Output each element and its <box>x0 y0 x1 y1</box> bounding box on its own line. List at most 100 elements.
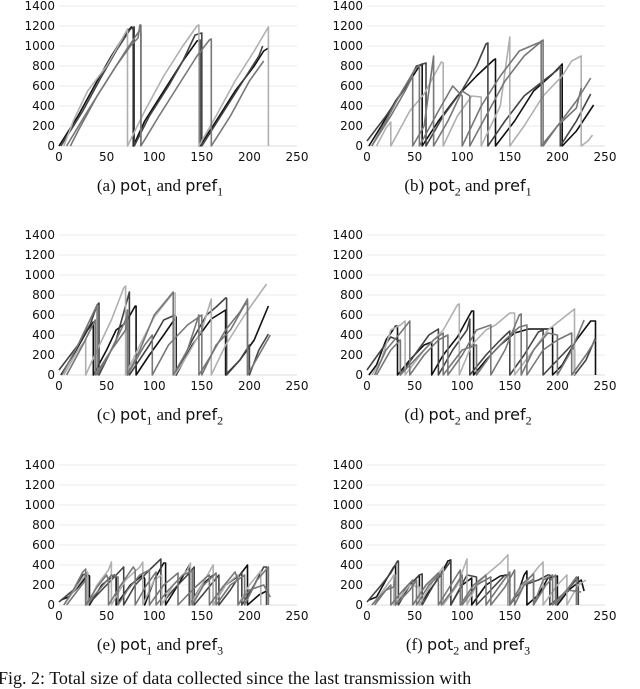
x-tick-label: 50 <box>99 609 114 623</box>
plot-canvas: 0 200 400 600 800 1000 1200 1400 0 50 100 150 200 250 <box>332 459 617 623</box>
y-tick-label: 800 <box>32 59 55 73</box>
y-tick-label: 800 <box>32 518 55 532</box>
plot-canvas: 0 200 400 600 800 1000 1200 1400 0 50 100 150 200 250 <box>332 0 617 164</box>
y-tick-label: 400 <box>32 328 55 342</box>
series-line <box>375 324 597 376</box>
y-tick-label: 800 <box>340 59 363 73</box>
y-tick-label: 0 <box>47 598 55 612</box>
subplot-b: 0 200 400 600 800 1000 1200 1400 0 50 100 150 200 250… <box>308 0 628 225</box>
x-tick-label: 0 <box>363 150 371 164</box>
y-tick-label: 400 <box>340 558 363 572</box>
x-tick-label: 250 <box>286 609 309 623</box>
series-line <box>69 24 142 147</box>
y-tick-label: 1400 <box>24 459 55 472</box>
subplot-d: 0 200 400 600 800 1000 1200 1400 0 50 100 150 200 250… <box>308 229 628 454</box>
figure-caption: Fig. 2: Total size of data collected sin… <box>0 668 472 688</box>
x-tick-label: 50 <box>99 379 114 393</box>
subplot-c: 0 200 400 600 800 1000 1200 1400 0 50 100 150 200 250… <box>0 229 320 454</box>
x-tick-label: 100 <box>451 609 474 623</box>
x-tick-label: 50 <box>407 609 422 623</box>
y-tick-label: 400 <box>340 99 363 113</box>
y-tick-label: 1000 <box>332 39 363 53</box>
y-tick-label: 1200 <box>24 478 55 492</box>
y-tick-label: 0 <box>47 368 55 382</box>
y-tick-label: 0 <box>355 368 363 382</box>
y-tick-label: 400 <box>32 558 55 572</box>
y-tick-label: 1200 <box>332 19 363 33</box>
y-tick-label: 600 <box>340 79 363 93</box>
series-line <box>60 305 270 376</box>
series-line <box>58 558 268 606</box>
y-tick-label: 400 <box>32 99 55 113</box>
x-tick-label: 50 <box>99 150 114 164</box>
series-line <box>63 24 270 147</box>
series-line <box>371 40 582 147</box>
y-tick-label: 1400 <box>332 0 363 13</box>
y-tick-label: 600 <box>340 308 363 322</box>
series-line <box>63 566 270 606</box>
x-tick-label: 200 <box>238 379 261 393</box>
subplot-caption: (a) pot1 and pref1 <box>96 176 224 199</box>
x-tick-label: 200 <box>238 609 261 623</box>
y-tick-label: 800 <box>340 518 363 532</box>
x-tick-label: 250 <box>286 379 309 393</box>
plot-canvas: 0 200 400 600 800 1000 1200 1400 0 50 100 150 200 250 <box>332 229 616 393</box>
y-tick-label: 1000 <box>24 498 55 512</box>
x-tick-label: 0 <box>55 150 63 164</box>
x-tick-label: 250 <box>594 609 617 623</box>
series-line <box>375 36 594 147</box>
subplot-caption: (b) pot2 and pref1 <box>404 176 532 199</box>
x-tick-label: 250 <box>594 150 617 164</box>
y-tick-label: 600 <box>32 308 55 322</box>
y-tick-label: 200 <box>340 578 363 592</box>
y-tick-label: 600 <box>32 79 55 93</box>
series-line <box>371 569 578 606</box>
y-tick-label: 0 <box>47 139 55 153</box>
y-tick-label: 200 <box>32 348 55 362</box>
y-tick-label: 600 <box>340 538 363 552</box>
y-tick-label: 1400 <box>24 229 55 242</box>
y-tick-label: 600 <box>32 538 55 552</box>
series-line <box>63 561 262 606</box>
x-tick-label: 0 <box>363 379 371 393</box>
x-tick-label: 100 <box>143 609 166 623</box>
x-tick-label: 150 <box>190 609 213 623</box>
y-tick-label: 1200 <box>332 248 363 262</box>
plot-canvas: 0 200 400 600 800 1000 1200 1400 0 50 100 150 200 250 <box>24 229 309 393</box>
y-tick-label: 1400 <box>24 0 55 13</box>
y-tick-label: 800 <box>340 288 363 302</box>
y-tick-label: 200 <box>32 119 55 133</box>
subplot-caption: (e) pot1 and pref3 <box>96 635 224 658</box>
x-tick-label: 100 <box>143 150 166 164</box>
y-tick-label: 1200 <box>24 19 55 33</box>
x-tick-label: 150 <box>498 150 521 164</box>
x-tick-label: 100 <box>451 379 474 393</box>
subplot-a: 0 200 400 600 800 1000 1200 1400 0 50 100 150 200 250… <box>0 0 320 225</box>
y-tick-label: 1000 <box>24 268 55 282</box>
x-tick-label: 0 <box>363 609 371 623</box>
series-line <box>65 302 249 376</box>
subplot-caption: (c) pot1 and pref2 <box>96 405 224 428</box>
x-tick-label: 100 <box>143 379 166 393</box>
subplot-caption: (d) pot2 and pref2 <box>404 405 532 428</box>
x-tick-label: 150 <box>498 609 521 623</box>
series-line <box>371 303 576 376</box>
series-line <box>371 39 592 147</box>
y-tick-label: 200 <box>340 348 363 362</box>
x-tick-label: 100 <box>451 150 474 164</box>
y-tick-label: 1200 <box>24 248 55 262</box>
x-tick-label: 150 <box>190 150 213 164</box>
y-tick-label: 800 <box>32 288 55 302</box>
y-tick-label: 200 <box>340 119 363 133</box>
x-tick-label: 50 <box>407 150 422 164</box>
x-tick-label: 200 <box>546 609 569 623</box>
y-tick-label: 0 <box>355 598 363 612</box>
subplot-f: 0 200 400 600 800 1000 1200 1400 0 50 100 150 200 250… <box>308 459 628 684</box>
plot-canvas: 0 200 400 600 800 1000 1200 1400 0 50 100 150 200 250 <box>24 459 309 623</box>
subplot-caption: (f) pot2 and pref3 <box>405 635 531 658</box>
x-tick-label: 200 <box>546 150 569 164</box>
y-tick-label: 1000 <box>24 39 55 53</box>
series-line <box>368 310 597 376</box>
x-tick-label: 150 <box>498 379 521 393</box>
series-line <box>371 554 587 606</box>
